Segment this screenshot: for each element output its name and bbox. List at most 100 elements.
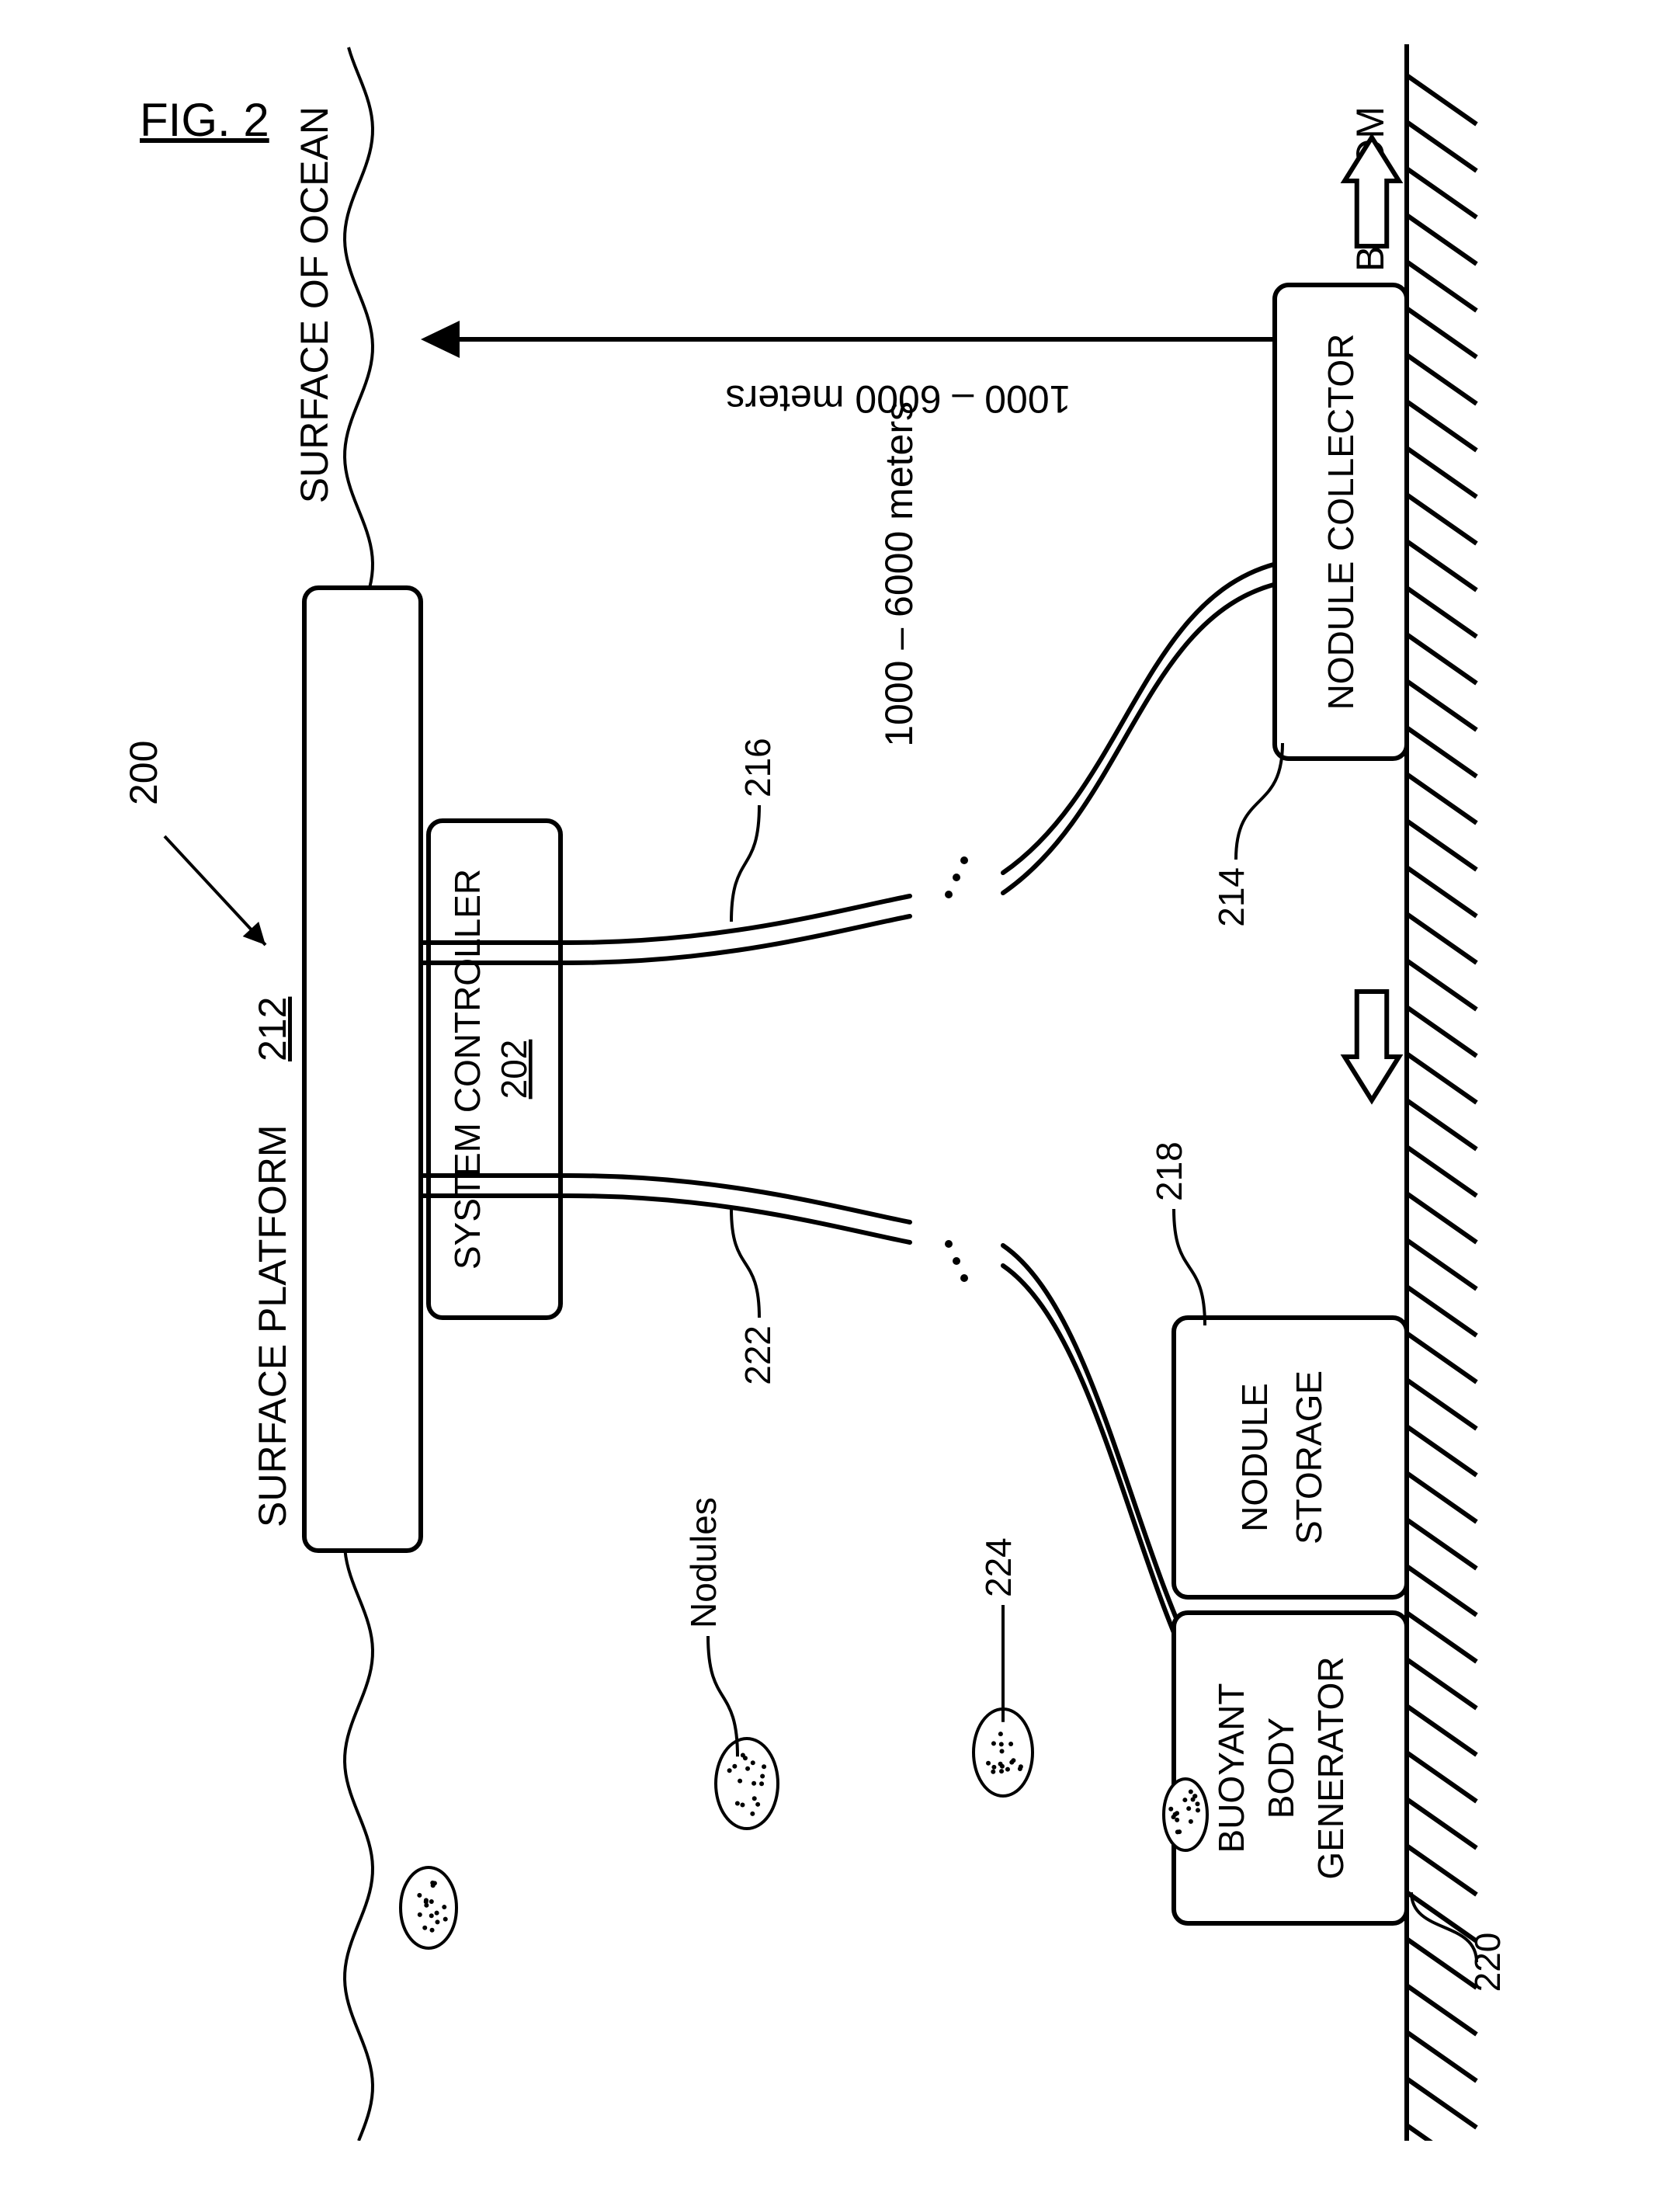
hatch: [1407, 215, 1477, 264]
hatch: [1407, 681, 1477, 730]
hatch: [1407, 2125, 1477, 2141]
nodule-speckle: [435, 1919, 439, 1924]
riser-right-lower: [1003, 582, 1283, 893]
nodule-speckle: [755, 1802, 760, 1807]
nodule-speckle: [422, 1926, 427, 1930]
leader: [731, 805, 759, 922]
nodule-speckle: [430, 1928, 435, 1933]
hatch: [1407, 122, 1477, 171]
nodule-storage-label: STORAGE: [1289, 1370, 1329, 1544]
hatch: [1407, 1054, 1477, 1103]
surface-platform-box: [304, 588, 421, 1551]
nodule-speckle: [745, 1766, 750, 1771]
nodule-speckle: [735, 1801, 740, 1806]
nodule-speckle: [1000, 1764, 1005, 1769]
nodule-speckle: [1168, 1807, 1173, 1812]
nodule-speckle: [1171, 1815, 1176, 1819]
system-controller-ref: 202: [494, 1040, 534, 1099]
hatch: [1407, 1892, 1477, 1941]
hatch: [1407, 1706, 1477, 1755]
hatch: [1407, 728, 1477, 776]
hatch: [1407, 1147, 1477, 1196]
hatch: [1407, 1985, 1477, 2034]
nodule-speckle: [999, 1769, 1004, 1773]
nodule-speckle: [1192, 1794, 1197, 1798]
buoyant-generator-label: BODY: [1261, 1718, 1301, 1819]
nodule-speckle: [1009, 1760, 1014, 1765]
diagram-svg: SURFACE OF OCEANOCEAN BOTTOM1000 – 6000 …: [102, 44, 1578, 2141]
surface-platform-ref: 212: [251, 997, 294, 1061]
nodule-speckle: [1196, 1808, 1200, 1812]
hatch: [1407, 1520, 1477, 1568]
hatch: [1407, 1753, 1477, 1801]
hatch: [1407, 541, 1477, 590]
riser-right-ellipsis-dot: [960, 856, 968, 864]
nodule-speckle: [991, 1741, 996, 1746]
nodule-speckle: [435, 1911, 439, 1916]
hatch: [1407, 1613, 1477, 1662]
nodule-speckle: [760, 1774, 765, 1779]
nodule-storage-ref: 218: [1149, 1141, 1189, 1201]
riser-left-ellipsis-dot: [945, 1240, 953, 1248]
hatch: [1407, 1193, 1477, 1242]
seabed-arrow-left: [1345, 992, 1399, 1100]
nodule-speckle: [743, 1756, 748, 1760]
leader: [708, 1636, 738, 1756]
riser-right-upper: [568, 896, 910, 943]
nodule-speckle: [1182, 1798, 1187, 1802]
depth-arrow-up: [421, 321, 460, 358]
nodule-speckle: [442, 1905, 446, 1909]
hatch: [1407, 867, 1477, 916]
hatch: [1407, 1939, 1477, 1988]
hatch: [1407, 1473, 1477, 1522]
nodule-speckle: [759, 1781, 764, 1786]
riser-right-ref: 216: [738, 738, 778, 797]
hatch: [1407, 1380, 1477, 1429]
hatch: [1407, 495, 1477, 544]
svg-text:SURFACE OF OCEAN: SURFACE OF OCEAN: [293, 106, 336, 503]
nodule-speckle: [727, 1768, 732, 1773]
nodule-speckle: [432, 1881, 437, 1885]
nodule-speckle: [417, 1893, 422, 1898]
nodule-speckle: [738, 1779, 742, 1784]
hatch: [1407, 634, 1477, 683]
buoyant-generator-label: BUOYANT: [1211, 1683, 1251, 1853]
nodule: [401, 1867, 456, 1948]
nodule-speckle: [1005, 1767, 1010, 1772]
leader: [1236, 743, 1283, 860]
leader: [1174, 1209, 1205, 1325]
nodule-speckle: [999, 1742, 1004, 1746]
nodule-speckle: [750, 1812, 755, 1816]
riser-right-ellipsis-dot: [953, 874, 960, 881]
hatch: [1407, 588, 1477, 637]
nodule-speckle: [986, 1761, 991, 1766]
figure-ref-leader: [165, 836, 266, 945]
nodule-speckle: [762, 1764, 766, 1769]
diagram-wrap: SURFACE OF OCEANOCEAN BOTTOM1000 – 6000 …: [102, 44, 1578, 2141]
hatch: [1407, 1007, 1477, 1056]
nodule-speckle: [1175, 1811, 1179, 1815]
nodule-speckle: [424, 1903, 429, 1908]
nodule-speckle: [740, 1803, 745, 1808]
nodule-speckle: [751, 1781, 756, 1786]
hatch: [1407, 355, 1477, 404]
leader: [731, 1209, 759, 1318]
nodule-speckle: [1175, 1818, 1179, 1822]
nodule-speckle: [751, 1760, 755, 1765]
hatch: [1407, 1846, 1477, 1895]
surface-platform-label: SURFACE PLATFORM: [251, 1124, 294, 1527]
nodule-collector-ref: 214: [1211, 867, 1251, 927]
buoyant-generator-label: GENERATOR: [1310, 1656, 1351, 1879]
depth-label: 1000 – 6000 meters: [877, 401, 921, 747]
hatch: [1407, 448, 1477, 497]
hatch: [1407, 1333, 1477, 1382]
hatch: [1407, 1799, 1477, 1848]
nodule-speckle: [1000, 1749, 1005, 1753]
nodule-speckle: [732, 1764, 737, 1769]
nodule-collector-label: NODULE COLLECTOR: [1321, 334, 1361, 710]
nodule-speckle: [1195, 1801, 1199, 1806]
nodule-speckle: [1008, 1742, 1013, 1746]
hatch: [1407, 168, 1477, 217]
hatch: [1407, 308, 1477, 357]
nodule-speckle: [998, 1732, 1003, 1736]
